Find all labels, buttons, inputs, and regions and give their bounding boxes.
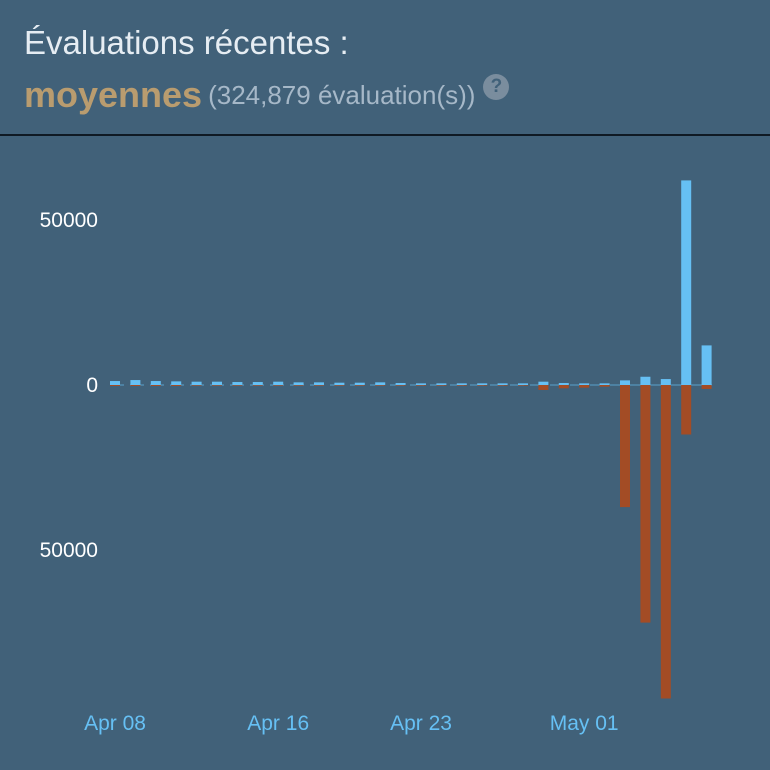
negative-review-bar[interactable] [395, 385, 406, 386]
positive-review-bar[interactable] [416, 383, 426, 385]
negative-review-bar[interactable] [232, 385, 243, 386]
x-axis-ticks: Apr 08 Apr 16 Apr 23 May 01 [84, 712, 619, 735]
section-title: Évaluations récentes : [24, 24, 349, 61]
positive-review-bar[interactable] [579, 383, 590, 385]
negative-review-bar[interactable] [538, 385, 549, 390]
x-tick-label: Apr 16 [247, 712, 309, 735]
negative-review-bar[interactable] [518, 385, 528, 386]
positive-review-bar[interactable] [191, 381, 202, 385]
negative-review-bar[interactable] [191, 385, 202, 386]
help-icon[interactable]: ? [483, 74, 510, 100]
x-tick-label: Apr 08 [84, 712, 146, 735]
negative-review-bar[interactable] [660, 385, 671, 699]
positive-review-bar[interactable] [354, 382, 365, 385]
y-tick-label: 50000 [40, 209, 98, 232]
positive-review-bar[interactable] [252, 382, 263, 385]
positive-review-bar[interactable] [334, 382, 345, 385]
negative-review-bar[interactable] [354, 385, 365, 386]
positive-review-bar[interactable] [110, 381, 120, 385]
positive-review-bar[interactable] [375, 382, 386, 385]
positive-review-bar[interactable] [538, 381, 549, 385]
positive-review-bar[interactable] [293, 382, 304, 385]
negative-review-bar[interactable] [130, 385, 141, 386]
positive-review-bar[interactable] [497, 383, 508, 385]
negative-review-bar[interactable] [477, 385, 488, 386]
positive-review-bar[interactable] [171, 381, 182, 385]
negative-review-bar[interactable] [558, 385, 569, 389]
positive-review-bar[interactable] [314, 382, 324, 385]
negative-review-bar[interactable] [640, 385, 651, 623]
negative-review-bar[interactable] [110, 385, 120, 386]
positive-review-bar[interactable] [436, 383, 447, 385]
positive-review-bar[interactable] [150, 381, 161, 385]
review-summary: moyennes (324,879 évaluation(s))? [24, 74, 510, 116]
positive-review-bar[interactable] [681, 180, 692, 385]
y-tick-label: 0 [86, 374, 98, 397]
y-tick-label: 50000 [40, 539, 98, 562]
x-tick-label: May 01 [550, 712, 619, 735]
positive-review-bar[interactable] [130, 380, 141, 385]
positive-review-bar[interactable] [456, 383, 467, 385]
negative-review-bar[interactable] [599, 385, 610, 387]
negative-review-bar[interactable] [273, 385, 284, 386]
x-tick-label: Apr 23 [390, 712, 452, 735]
negative-review-bar[interactable] [701, 385, 712, 389]
histogram-bars [110, 180, 712, 699]
positive-review-bar[interactable] [212, 381, 222, 385]
positive-review-bar[interactable] [620, 380, 630, 385]
review-summary-header: Évaluations récentes : moyennes (324,879 … [0, 0, 770, 136]
positive-review-bar[interactable] [558, 383, 569, 385]
negative-review-bar[interactable] [375, 385, 386, 386]
positive-review-bar[interactable] [701, 345, 712, 385]
negative-review-bar[interactable] [171, 385, 182, 386]
positive-review-bar[interactable] [660, 379, 671, 385]
negative-review-bar[interactable] [252, 385, 263, 386]
y-axis-ticks: 50000 0 50000 [40, 209, 98, 562]
negative-review-bar[interactable] [293, 385, 304, 386]
negative-review-bar[interactable] [579, 385, 590, 388]
positive-review-bar[interactable] [640, 376, 651, 385]
positive-review-bar[interactable] [477, 383, 488, 385]
negative-review-bar[interactable] [416, 385, 426, 386]
negative-review-bar[interactable] [456, 385, 467, 386]
negative-review-bar[interactable] [681, 385, 692, 435]
negative-review-bar[interactable] [212, 385, 222, 386]
positive-review-bar[interactable] [395, 383, 406, 385]
positive-review-bar[interactable] [232, 382, 243, 385]
review-count: (324,879 évaluation(s)) [208, 79, 476, 110]
negative-review-bar[interactable] [150, 385, 161, 386]
positive-review-bar[interactable] [273, 381, 284, 385]
negative-review-bar[interactable] [497, 385, 508, 386]
negative-review-bar[interactable] [436, 385, 447, 386]
rating-label[interactable]: moyennes [24, 74, 203, 115]
negative-review-bar[interactable] [620, 385, 630, 508]
positive-review-bar[interactable] [599, 383, 610, 385]
positive-review-bar[interactable] [518, 383, 528, 385]
negative-review-bar[interactable] [314, 385, 324, 386]
negative-review-bar[interactable] [334, 385, 345, 386]
